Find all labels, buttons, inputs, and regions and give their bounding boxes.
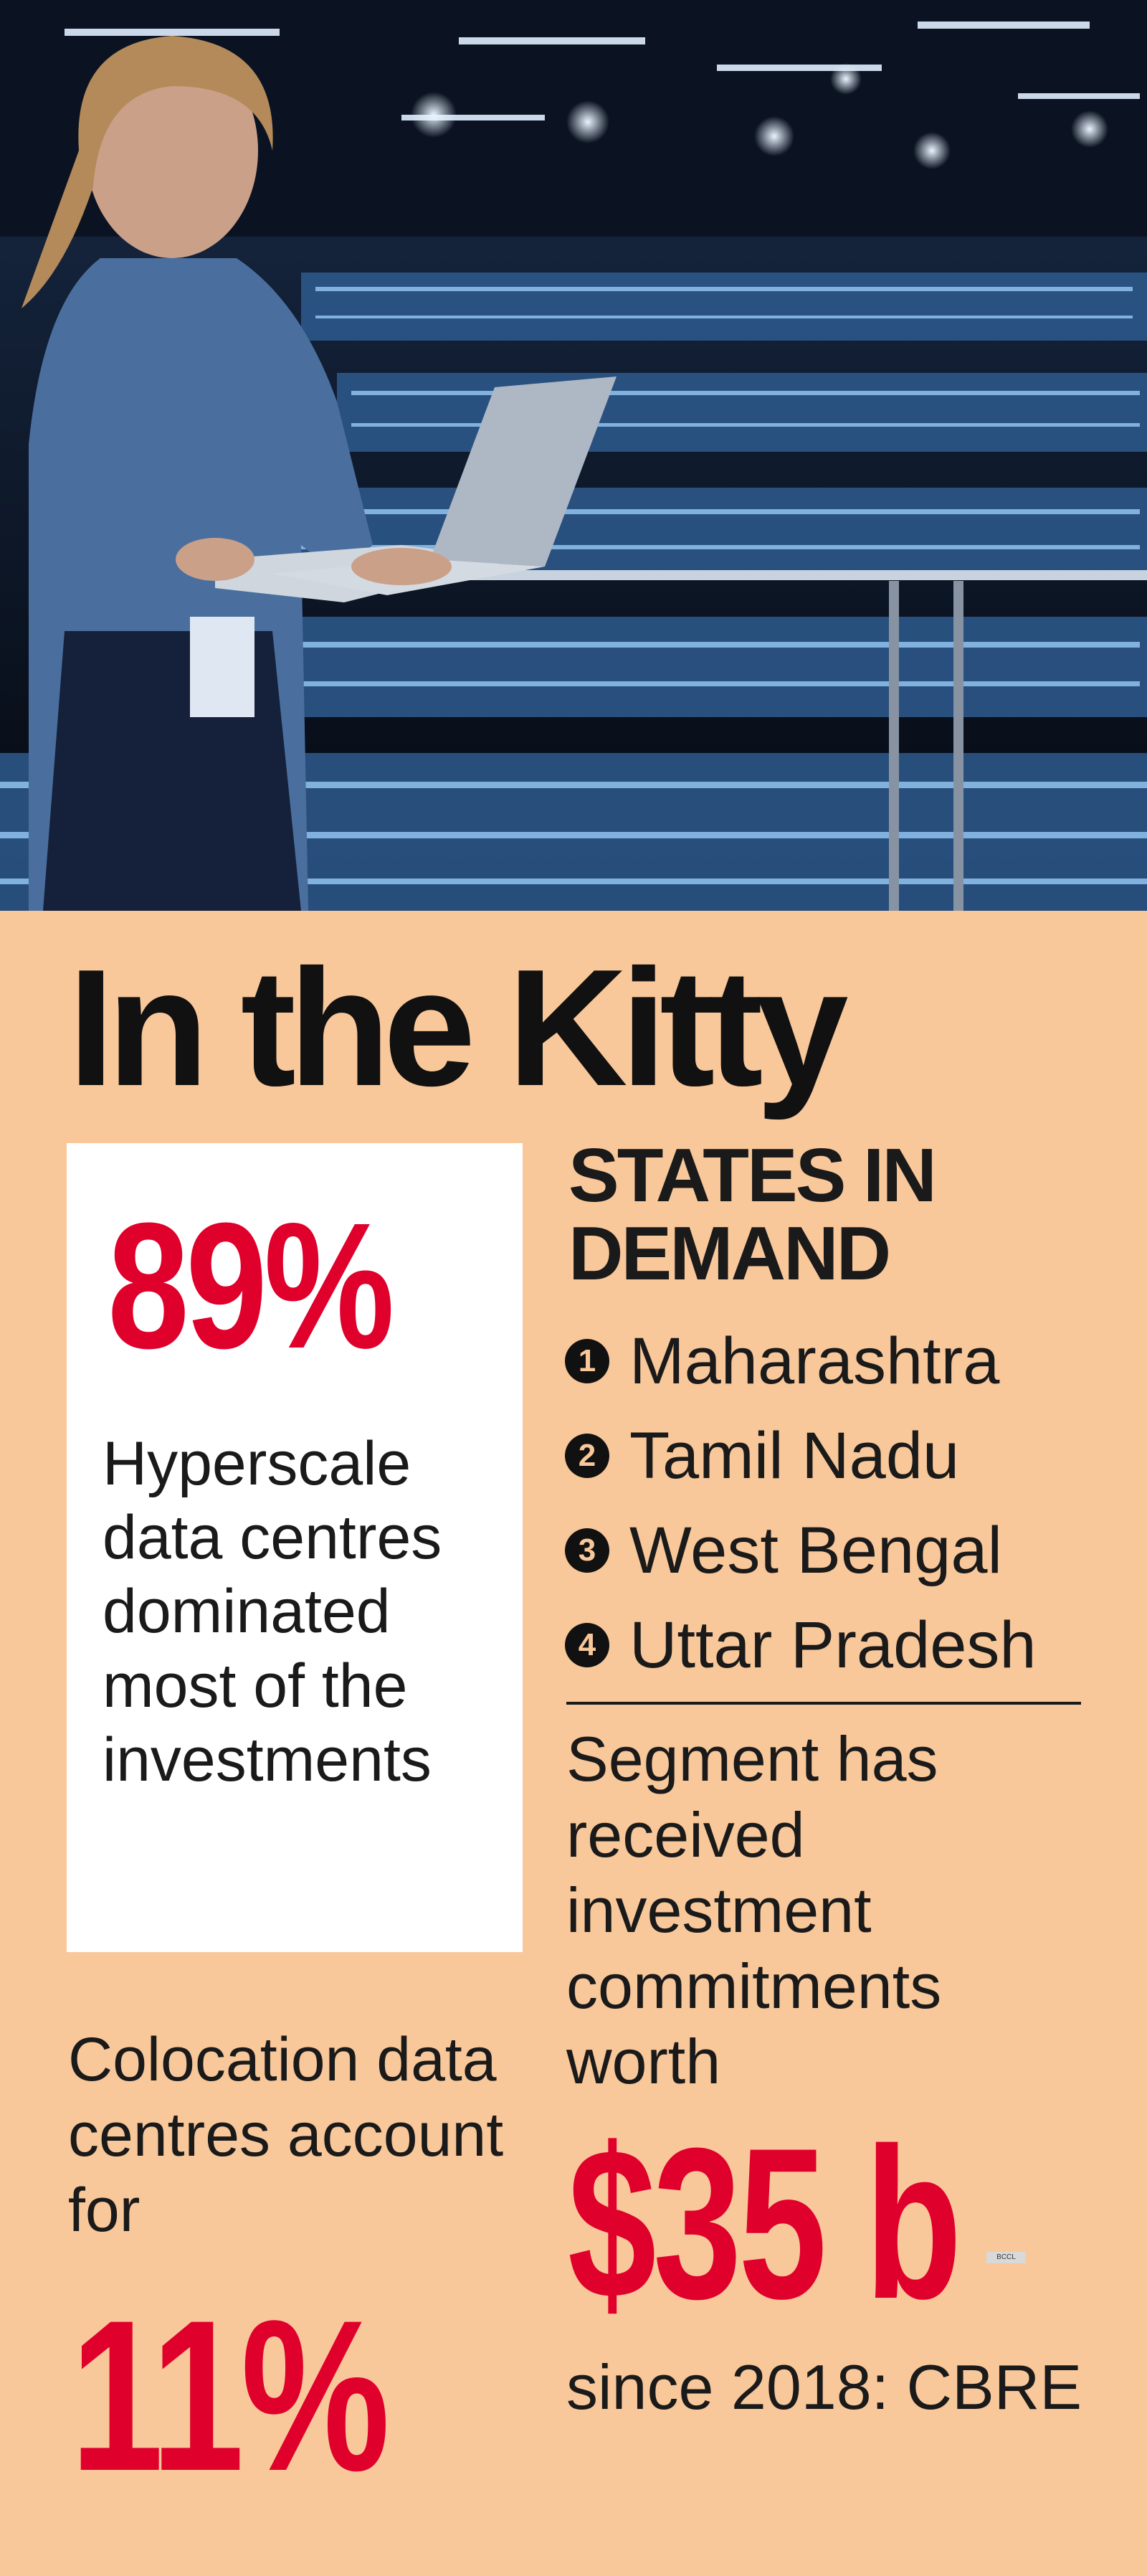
states-heading: STATES IN DEMAND (568, 1133, 937, 1297)
rank-2-badge: 2 (565, 1434, 609, 1478)
hyperscale-percentage: 89% (108, 1185, 394, 1386)
investment-amount: $35 b (568, 2103, 962, 2344)
state-name: West Bengal (629, 1513, 1002, 1587)
investment-lead-text: Segment has received investment commitme… (566, 1723, 942, 2098)
colocation-lead-text: Colocation data centres account for (68, 2025, 504, 2245)
state-item: 3 West Bengal (565, 1503, 1037, 1598)
photo-credit: BCCL (986, 2252, 1026, 2263)
state-item: 4 Uttar Pradesh (565, 1598, 1037, 1692)
state-name: Maharashtra (629, 1324, 1000, 1398)
woman-figure (22, 36, 516, 911)
state-name: Uttar Pradesh (629, 1608, 1037, 1682)
states-list: 1 Maharashtra 2 Tamil Nadu 3 West Bengal… (565, 1314, 1037, 1692)
hero-photo (0, 0, 1147, 911)
laptop (176, 377, 617, 595)
divider (566, 1702, 1081, 1705)
investment-tail-text: since 2018: CBRE (566, 2352, 1082, 2423)
headline: In the Kitty (68, 935, 849, 1121)
hyperscale-box (67, 1143, 523, 1952)
colocation-percentage: 11% (70, 2275, 390, 2516)
state-item: 2 Tamil Nadu (565, 1408, 1037, 1503)
state-name: Tamil Nadu (629, 1419, 960, 1492)
rank-4-badge: 4 (565, 1623, 609, 1667)
data-centre-illustration (0, 0, 1147, 911)
hyperscale-caption: Hyperscale data centres dominated most o… (103, 1429, 442, 1794)
rank-3-badge: 3 (565, 1528, 609, 1573)
state-item: 1 Maharashtra (565, 1314, 1037, 1408)
rank-1-badge: 1 (565, 1339, 609, 1383)
